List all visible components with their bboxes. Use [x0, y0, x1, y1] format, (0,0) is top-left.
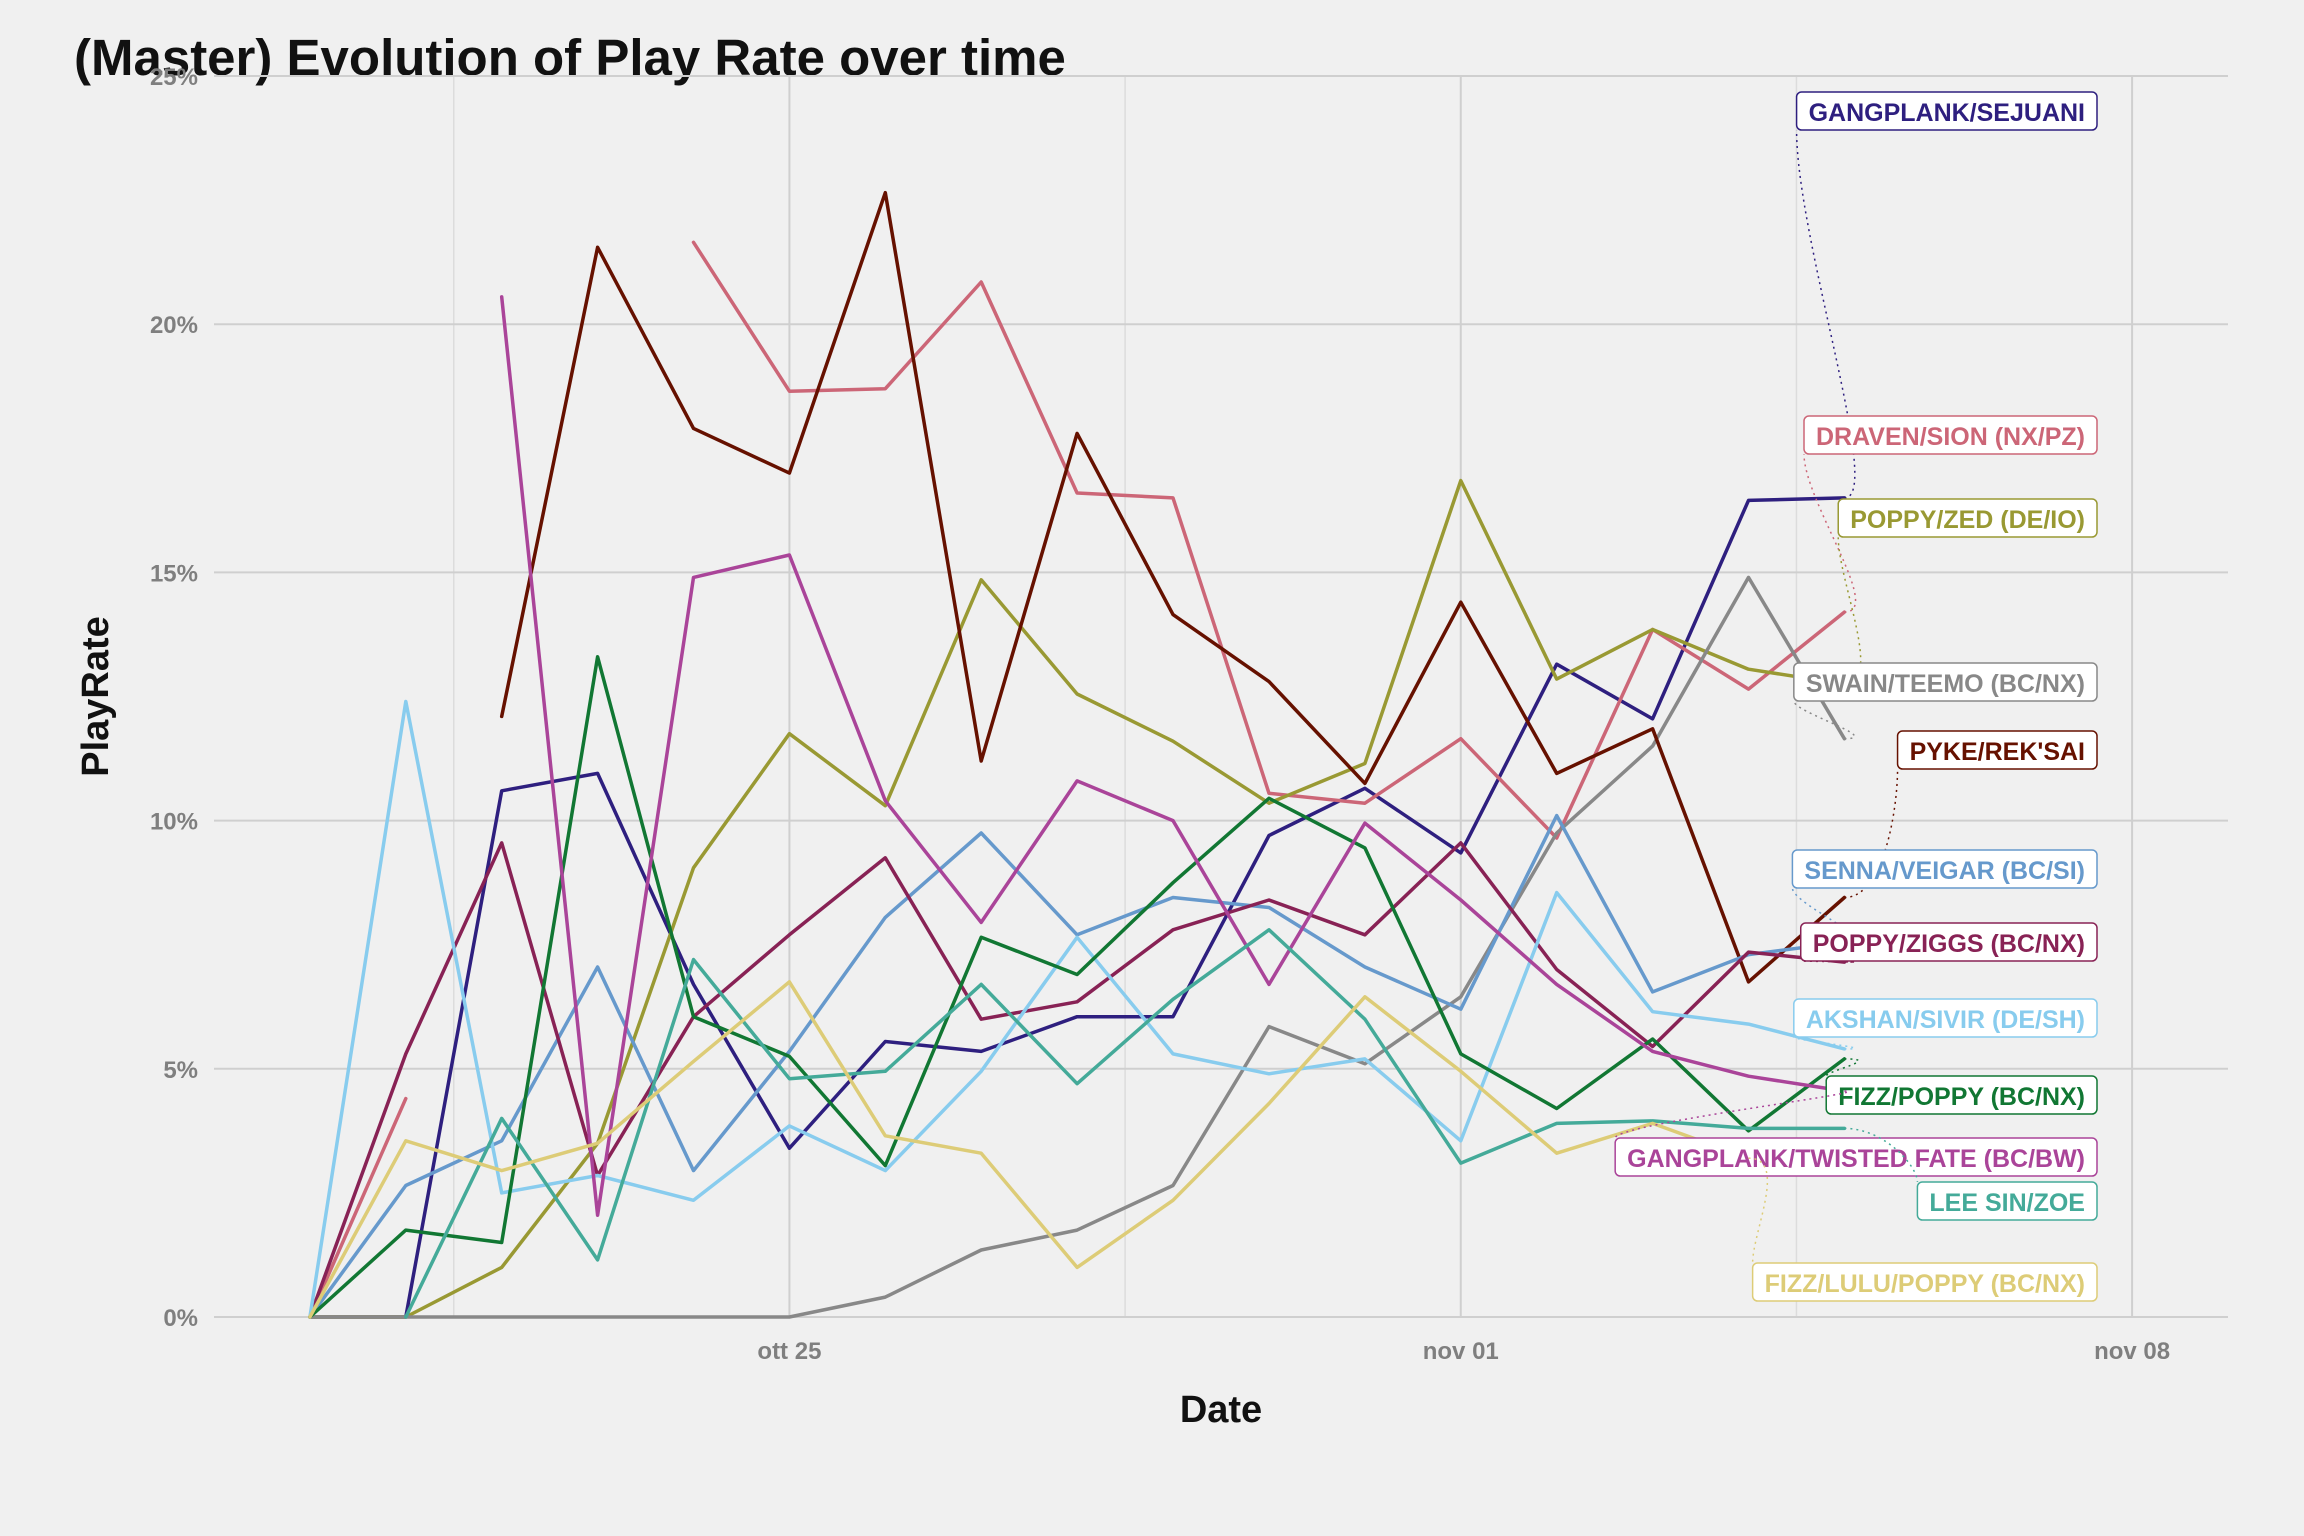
series-label-text: POPPY/ZED (DE/IO)	[1850, 506, 2085, 534]
series-label-box	[1791, 849, 2098, 889]
series-label-text: GANGPLANK/SEJUANI	[1809, 99, 2085, 127]
series-label-box	[1799, 922, 2098, 962]
series-label-connector	[1614, 1090, 1849, 1139]
series-line	[499, 190, 1847, 984]
series-label-text: SENNA/VEIGAR (BC/SI)	[1804, 857, 2085, 885]
series-label-box	[1803, 415, 2098, 455]
series-label: PYKE/REK'SAI	[1896, 730, 2098, 770]
series-label: AKSHAN/SIVIR (DE/SH)	[1793, 998, 2098, 1038]
x-axis-title: Date	[1180, 1389, 1262, 1431]
y-axis-title: PlayRate	[75, 616, 117, 777]
series-line	[308, 841, 1847, 1319]
series-line	[308, 655, 1847, 1319]
series-label-box	[1751, 1262, 2098, 1302]
series-label-box	[1837, 498, 2098, 538]
series-line	[308, 478, 1847, 1319]
series-label-connector	[1825, 1058, 1860, 1077]
series-label-box	[1825, 1075, 2098, 1115]
x-tick-label: nov 08	[2094, 1338, 2170, 1365]
y-tick-label: 25%	[150, 64, 198, 91]
y-tick-label: 20%	[150, 312, 198, 339]
series-label-connector	[1844, 768, 1899, 899]
series-label-box	[1896, 730, 2098, 770]
series-label-text: PYKE/REK'SAI	[1910, 738, 2085, 766]
series-line	[308, 496, 1847, 1319]
series-label-text: SWAIN/TEEMO (BC/NX)	[1806, 670, 2085, 698]
series-label-box	[1793, 998, 2098, 1038]
y-tick-label: 0%	[163, 1305, 198, 1332]
series-label: FIZZ/POPPY (BC/NX)	[1825, 1075, 2098, 1115]
x-tick-label: nov 01	[1423, 1338, 1499, 1365]
series-label: SWAIN/TEEMO (BC/NX)	[1793, 662, 2098, 702]
series-label-box	[1795, 91, 2098, 131]
series-label-connector	[1844, 1127, 1919, 1183]
y-tick-label: 10%	[150, 809, 198, 836]
series-label-box	[1614, 1137, 2098, 1177]
series-label-connector	[1837, 536, 1862, 685]
series-label: FIZZ/LULU/POPPY (BC/NX)	[1751, 1262, 2098, 1302]
series-label: LEE SIN/ZOE	[1916, 1181, 2098, 1221]
series-label-text: FIZZ/LULU/POPPY (BC/NX)	[1765, 1270, 2085, 1298]
series-label-connector	[1799, 960, 1856, 963]
series-line	[308, 575, 1847, 1319]
y-tick-label: 5%	[163, 1057, 198, 1084]
series-label-text: DRAVEN/SION (NX/PZ)	[1816, 423, 2085, 451]
y-tick-label: 15%	[150, 560, 198, 587]
series-label: POPPY/ZIGGS (BC/NX)	[1799, 922, 2098, 962]
series-line	[404, 928, 1847, 1319]
series-label-connector	[1791, 887, 1856, 943]
series-label: DRAVEN/SION (NX/PZ)	[1803, 415, 2098, 455]
series-label-box	[1793, 662, 2098, 702]
series-label-connector	[1793, 1036, 1856, 1050]
series-label-box	[1916, 1181, 2098, 1221]
series-label-text: POPPY/ZIGGS (BC/NX)	[1813, 930, 2085, 958]
series-label-text: LEE SIN/ZOE	[1929, 1189, 2085, 1217]
x-tick-label: ott 25	[757, 1338, 821, 1365]
series-line	[308, 980, 1751, 1319]
series-label: POPPY/ZED (DE/IO)	[1837, 498, 2098, 538]
series-label-text: FIZZ/POPPY (BC/NX)	[1838, 1083, 2085, 1111]
series-label-text: GANGPLANK/TWISTED FATE (BC/BW)	[1627, 1145, 2085, 1173]
series-line	[308, 813, 1847, 1319]
series-label-connector	[1795, 129, 1856, 499]
series-label-text: AKSHAN/SIVIR (DE/SH)	[1806, 1006, 2085, 1034]
series-label: GANGPLANK/SEJUANI	[1795, 91, 2098, 131]
series-label: SENNA/VEIGAR (BC/SI)	[1791, 849, 2098, 889]
series-label: GANGPLANK/TWISTED FATE (BC/BW)	[1614, 1137, 2098, 1177]
series-line	[499, 295, 1847, 1217]
series-line	[308, 699, 1847, 1319]
